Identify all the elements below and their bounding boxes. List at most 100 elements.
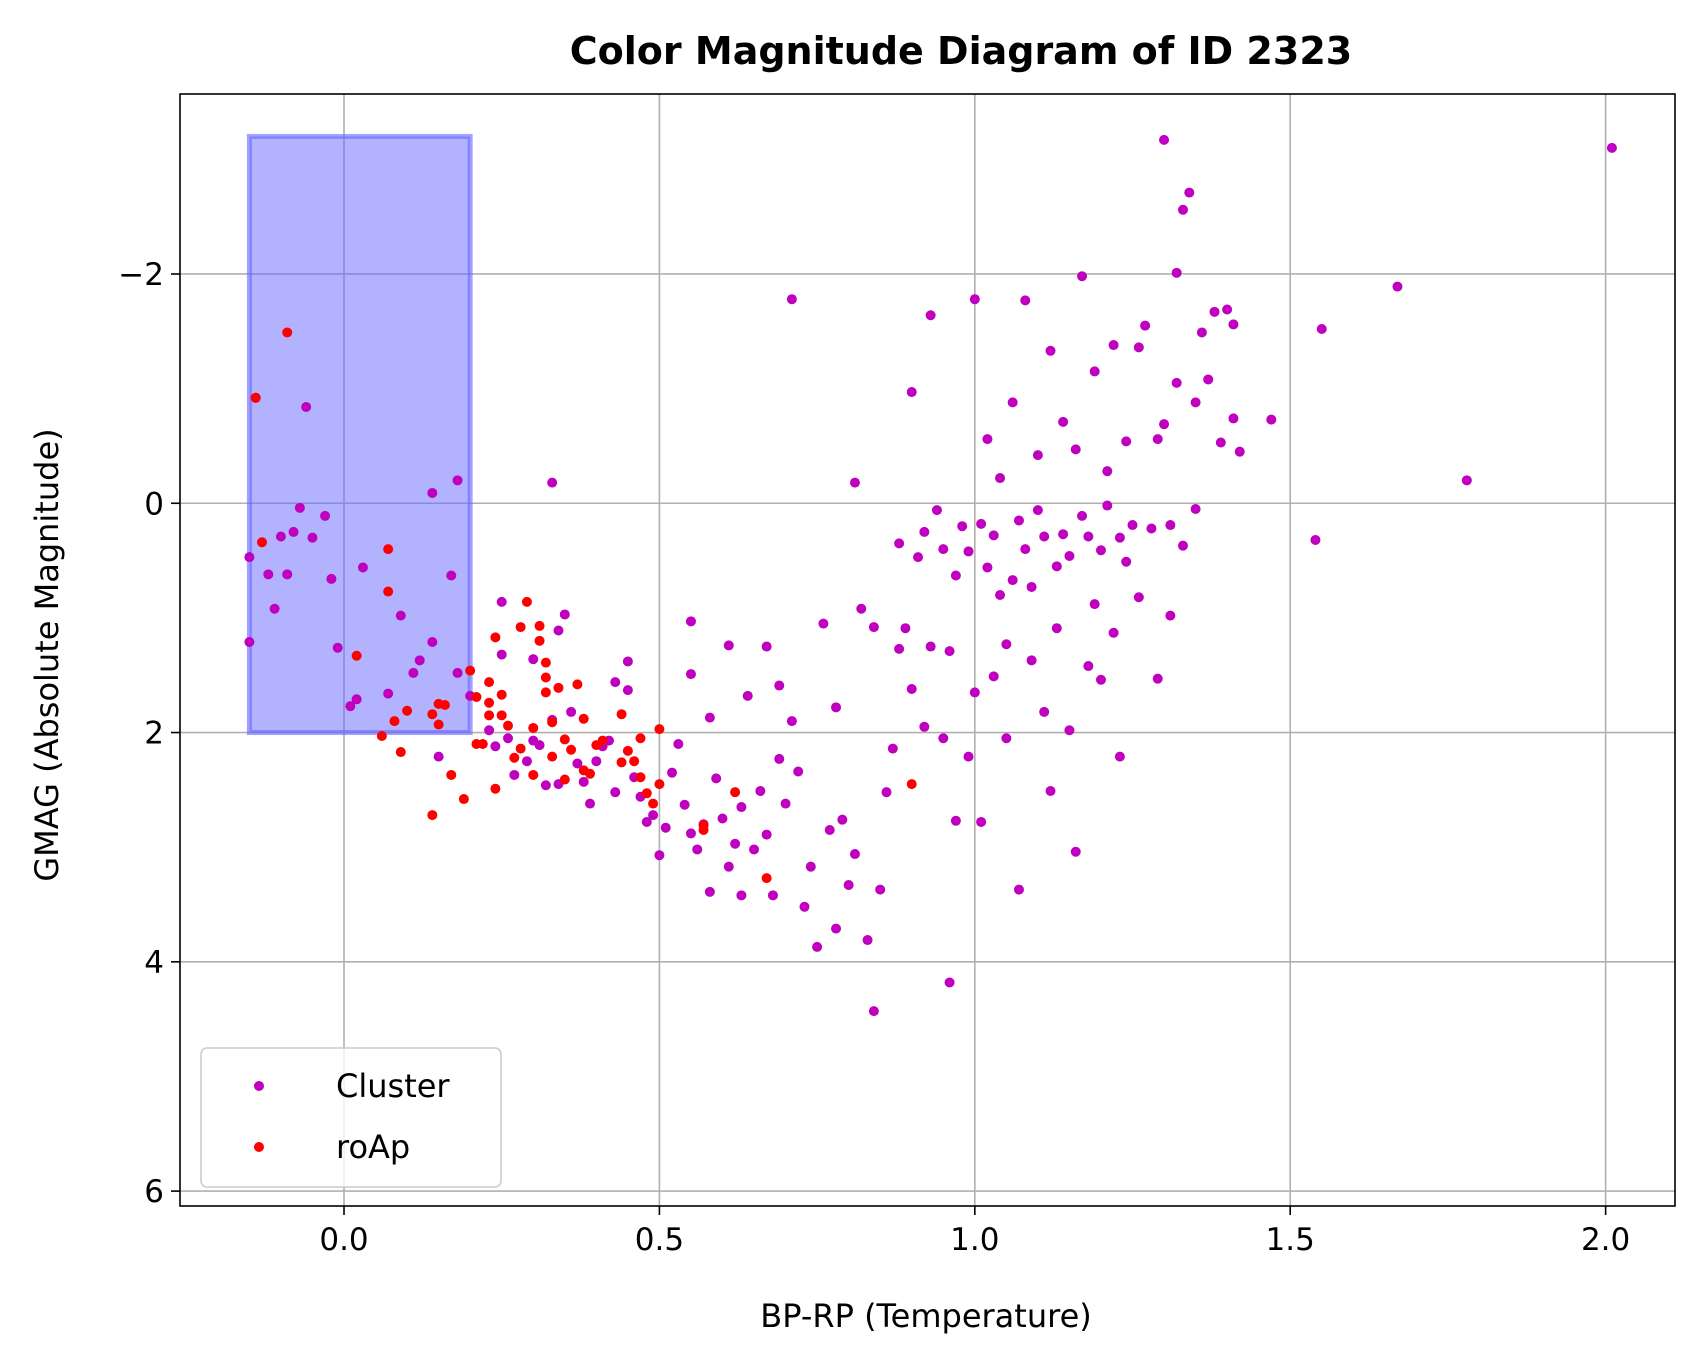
roap-point bbox=[566, 744, 577, 755]
cluster-point bbox=[723, 640, 734, 651]
cluster-point bbox=[1196, 327, 1207, 338]
cluster-point bbox=[982, 434, 993, 445]
cluster-point bbox=[1007, 397, 1018, 408]
cluster-point bbox=[805, 861, 816, 872]
cluster-point bbox=[767, 890, 778, 901]
cluster-point bbox=[408, 667, 419, 678]
cluster-point bbox=[906, 387, 917, 398]
roap-point bbox=[250, 392, 261, 403]
cluster-point bbox=[357, 562, 368, 573]
roap-point bbox=[654, 724, 665, 735]
cluster-point bbox=[433, 751, 444, 762]
cluster-point bbox=[1140, 320, 1151, 331]
roap-point bbox=[503, 720, 514, 731]
roap-point bbox=[427, 810, 438, 821]
cluster-point bbox=[849, 477, 860, 488]
cluster-series bbox=[244, 134, 1617, 1017]
cluster-point bbox=[1209, 306, 1220, 317]
roap-point bbox=[629, 756, 640, 767]
cluster-point bbox=[1026, 655, 1037, 666]
highlight-region-group bbox=[246, 133, 473, 736]
cluster-point bbox=[1392, 281, 1403, 292]
cluster-point bbox=[1606, 142, 1617, 153]
x-axis-ticks: 0.0 0.5 1.0 1.5 2.0 bbox=[319, 1206, 1630, 1258]
cluster-point bbox=[1133, 342, 1144, 353]
cluster-point bbox=[1108, 627, 1119, 638]
cluster-point bbox=[1114, 532, 1125, 543]
roap-point bbox=[559, 774, 570, 785]
roap-point bbox=[484, 710, 495, 721]
cluster-point bbox=[774, 753, 785, 764]
cluster-point bbox=[925, 310, 936, 321]
roap-point bbox=[477, 739, 488, 750]
roap-point bbox=[534, 635, 545, 646]
roap-point bbox=[906, 779, 917, 790]
cluster-point bbox=[730, 838, 741, 849]
cluster-point bbox=[509, 769, 520, 780]
roap-point bbox=[654, 779, 665, 790]
cluster-point bbox=[736, 890, 747, 901]
cluster-point bbox=[995, 589, 1006, 600]
y-tick-label: −2 bbox=[118, 257, 164, 293]
roap-point bbox=[496, 689, 507, 700]
cluster-point bbox=[749, 844, 760, 855]
cluster-point bbox=[1020, 544, 1031, 555]
cluster-point bbox=[1032, 505, 1043, 516]
roap-point bbox=[446, 769, 457, 780]
cluster-point bbox=[887, 743, 898, 754]
cluster-point bbox=[591, 756, 602, 767]
cluster-point bbox=[761, 641, 772, 652]
cluster-point bbox=[988, 530, 999, 541]
cluster-point bbox=[1266, 414, 1277, 425]
cluster-point bbox=[1165, 610, 1176, 621]
cluster-point bbox=[641, 816, 652, 827]
cluster-point bbox=[812, 941, 823, 952]
cluster-point bbox=[1051, 623, 1062, 634]
legend: Cluster roAp bbox=[200, 1047, 502, 1188]
cluster-point bbox=[484, 725, 495, 736]
cluster-point bbox=[1121, 436, 1132, 447]
cluster-point bbox=[1171, 377, 1182, 388]
cluster-point bbox=[320, 510, 331, 521]
legend-label-cluster: Cluster bbox=[336, 1067, 450, 1105]
roap-point bbox=[540, 657, 551, 668]
roap-point bbox=[351, 650, 362, 661]
cluster-point bbox=[1001, 639, 1012, 650]
cluster-point bbox=[704, 886, 715, 897]
cluster-point bbox=[275, 531, 286, 542]
cluster-point bbox=[1222, 304, 1233, 315]
roap-point bbox=[439, 700, 450, 711]
roap-point bbox=[528, 722, 539, 733]
cluster-point bbox=[881, 787, 892, 798]
cluster-point bbox=[1215, 437, 1226, 448]
cluster-point bbox=[1083, 531, 1094, 542]
cluster-point bbox=[1310, 534, 1321, 545]
cluster-point bbox=[913, 552, 924, 563]
cluster-point bbox=[963, 546, 974, 557]
cluster-point bbox=[553, 625, 564, 636]
cluster-point bbox=[1058, 529, 1069, 540]
cluster-point bbox=[1114, 751, 1125, 762]
roap-point bbox=[534, 620, 545, 631]
x-tick-label: 0.0 bbox=[319, 1222, 368, 1258]
cluster-point bbox=[931, 505, 942, 516]
cluster-point bbox=[1190, 503, 1201, 514]
cluster-point bbox=[490, 741, 501, 752]
legend-box bbox=[200, 1047, 502, 1188]
cluster-point bbox=[383, 688, 394, 699]
cluster-point bbox=[496, 596, 507, 607]
cluster-point bbox=[660, 822, 671, 833]
cluster-point bbox=[547, 477, 558, 488]
cluster-point bbox=[1083, 661, 1094, 672]
cluster-point bbox=[868, 622, 879, 633]
cluster-point bbox=[1152, 434, 1163, 445]
roap-point bbox=[471, 692, 482, 703]
roap-point bbox=[528, 769, 539, 780]
cluster-point bbox=[301, 401, 312, 412]
cluster-point bbox=[446, 570, 457, 581]
roap-point bbox=[540, 672, 551, 683]
cluster-point bbox=[723, 861, 734, 872]
cluster-point bbox=[610, 677, 621, 688]
